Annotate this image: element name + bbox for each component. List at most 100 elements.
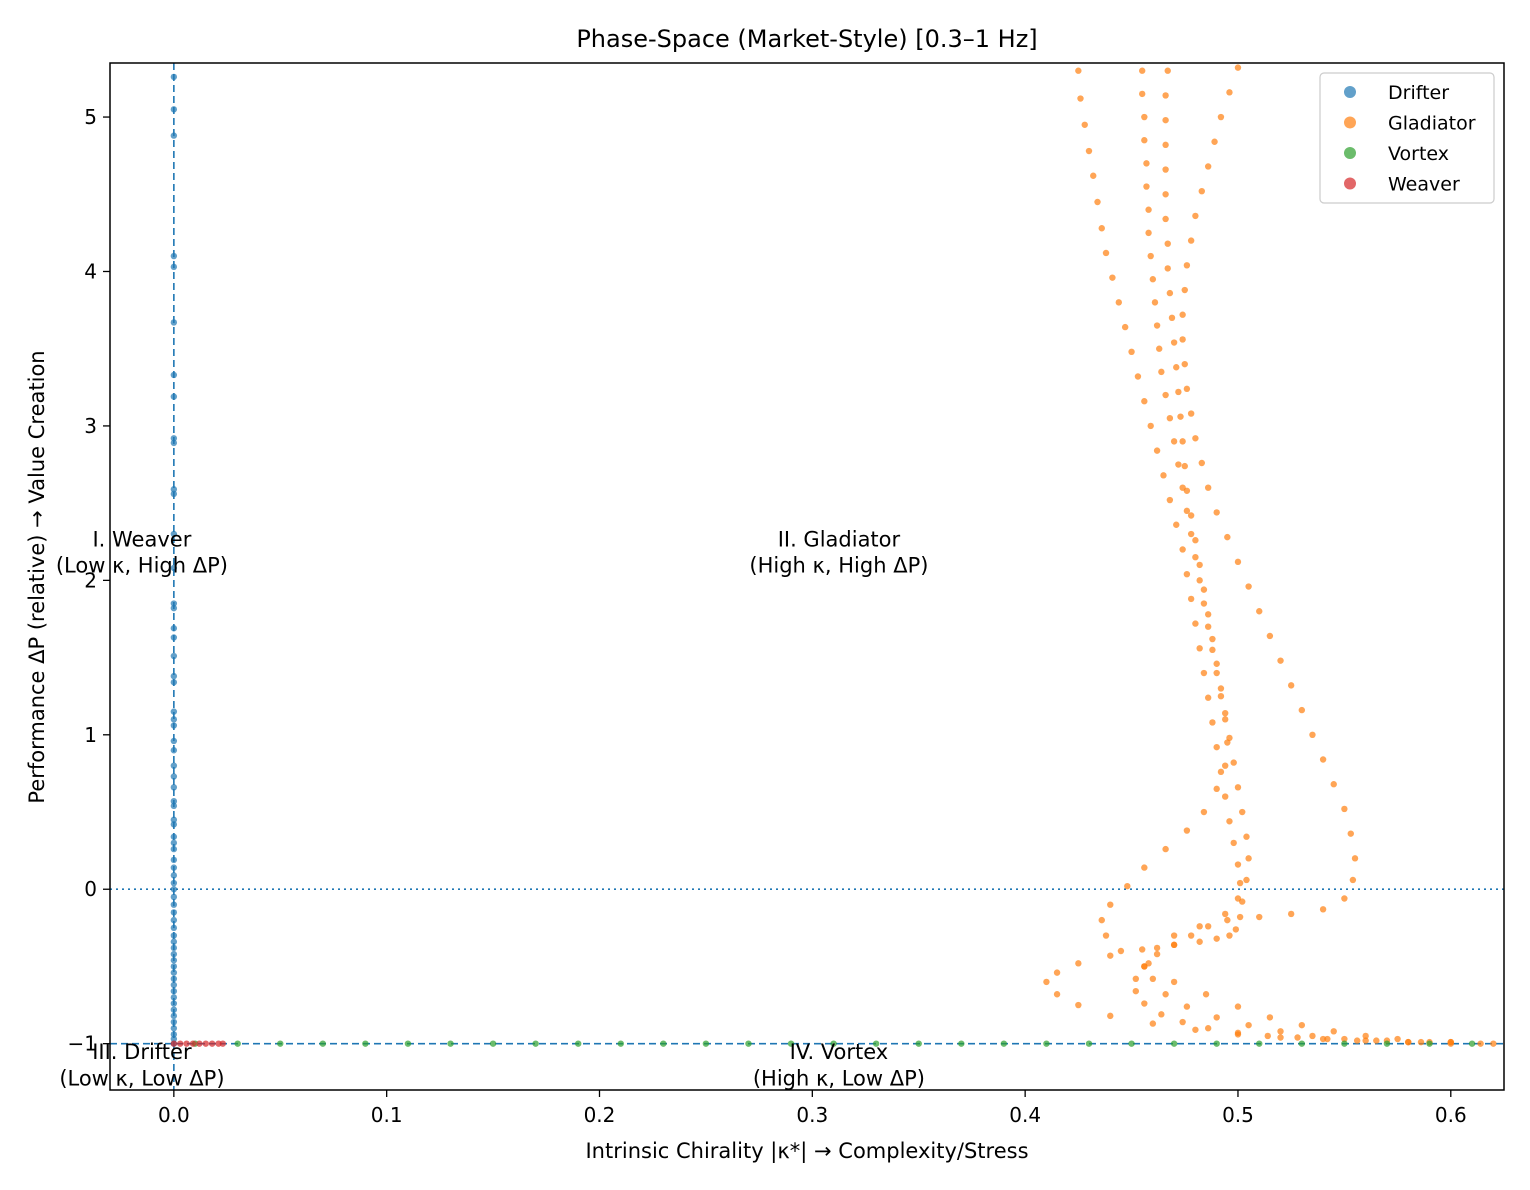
gladiator-point bbox=[1245, 855, 1252, 862]
drifter-point bbox=[170, 957, 178, 964]
y-tick-label: 5 bbox=[84, 105, 97, 129]
gladiator-point bbox=[1417, 1038, 1425, 1046]
gladiator-point bbox=[1236, 879, 1244, 887]
drifter-point bbox=[170, 833, 178, 840]
series-gladiator bbox=[1043, 64, 1497, 1047]
legend-label-weaver: Weaver bbox=[1388, 174, 1460, 196]
gladiator-point bbox=[1204, 163, 1212, 170]
gladiator-point bbox=[1143, 183, 1150, 190]
gladiator-point bbox=[1224, 533, 1231, 541]
gladiator-point bbox=[1164, 240, 1171, 247]
gladiator-point bbox=[1145, 206, 1152, 213]
gladiator-point bbox=[1234, 1029, 1242, 1037]
quadrant-label-gladiator: II. Gladiator (High κ, High ΔP) bbox=[749, 527, 928, 577]
vortex-point bbox=[1085, 1040, 1093, 1047]
y-tick-label: 2 bbox=[84, 568, 97, 592]
gladiator-point bbox=[1162, 116, 1169, 124]
series-weaver bbox=[170, 1040, 226, 1047]
gladiator-point bbox=[1145, 229, 1152, 237]
gladiator-point bbox=[1234, 861, 1242, 868]
drifter-point bbox=[170, 1006, 178, 1013]
drifter-point bbox=[170, 564, 178, 572]
weaver-point bbox=[202, 1040, 209, 1047]
gladiator-point bbox=[1124, 882, 1131, 890]
gladiator-point bbox=[1179, 336, 1186, 343]
gladiator-point bbox=[1277, 657, 1284, 664]
gladiator-point bbox=[1134, 373, 1142, 380]
drifter-point bbox=[170, 1031, 178, 1038]
gladiator-point bbox=[1162, 391, 1169, 399]
gladiator-point bbox=[1053, 969, 1061, 976]
gladiator-point bbox=[1145, 960, 1152, 967]
drifter-point bbox=[170, 845, 178, 853]
gladiator-point bbox=[1081, 121, 1088, 128]
gladiator-point bbox=[1213, 935, 1220, 942]
gladiator-point bbox=[1181, 360, 1188, 368]
gladiator-point bbox=[1222, 716, 1229, 723]
gladiator-point bbox=[1341, 1035, 1348, 1043]
gladiator-point bbox=[1204, 623, 1212, 630]
gladiator-point bbox=[1373, 1037, 1380, 1044]
gladiator-point bbox=[1164, 265, 1171, 272]
gladiator-point bbox=[1264, 1032, 1271, 1040]
gladiator-point bbox=[1222, 709, 1229, 717]
gladiator-point bbox=[1179, 311, 1186, 318]
gladiator-point bbox=[1107, 952, 1114, 959]
drifter-point bbox=[170, 371, 178, 379]
vortex-point bbox=[1256, 1040, 1263, 1047]
gladiator-point bbox=[1351, 855, 1359, 862]
gladiator-point bbox=[1490, 1040, 1497, 1047]
gladiator-point bbox=[1287, 910, 1295, 918]
gladiator-point bbox=[1173, 521, 1180, 528]
drifter-point bbox=[170, 798, 178, 805]
gladiator-point bbox=[1160, 472, 1167, 479]
gladiator-point bbox=[1147, 252, 1154, 260]
gladiator-point bbox=[1132, 975, 1140, 983]
gladiator-point bbox=[1200, 808, 1208, 816]
gladiator-point bbox=[1234, 784, 1242, 791]
gladiator-point bbox=[1179, 546, 1186, 553]
gladiator-point bbox=[1102, 932, 1110, 939]
gladiator-point bbox=[1196, 923, 1203, 930]
drifter-point bbox=[170, 530, 178, 538]
gladiator-point bbox=[1077, 95, 1084, 102]
gladiator-point bbox=[1330, 1028, 1337, 1035]
gladiator-point bbox=[1128, 348, 1135, 355]
drifter-point bbox=[170, 634, 178, 641]
gladiator-point bbox=[1175, 388, 1182, 396]
gladiator-point bbox=[1183, 487, 1191, 494]
gladiator-point bbox=[1217, 685, 1225, 692]
gladiator-point bbox=[1187, 410, 1195, 417]
weaver-point bbox=[189, 1040, 197, 1047]
drifter-point bbox=[170, 722, 178, 729]
drifter-point bbox=[170, 1025, 178, 1032]
gladiator-point bbox=[1170, 932, 1178, 939]
gladiator-point bbox=[1162, 92, 1169, 99]
drifter-point bbox=[170, 864, 178, 871]
drifter-point bbox=[170, 839, 178, 847]
legend-label-vortex: Vortex bbox=[1388, 143, 1449, 165]
weaver-point bbox=[208, 1040, 216, 1047]
gladiator-point bbox=[1236, 913, 1244, 921]
gladiator-point bbox=[1226, 818, 1233, 825]
gladiator-point bbox=[1192, 1026, 1199, 1033]
gladiator-point bbox=[1209, 719, 1216, 726]
gladiator-point bbox=[1162, 141, 1169, 149]
vortex-point bbox=[745, 1040, 752, 1047]
legend-marker-drifter bbox=[1344, 86, 1356, 98]
gladiator-point bbox=[1347, 830, 1354, 837]
vortex-point bbox=[447, 1040, 454, 1047]
gladiator-point bbox=[1232, 926, 1240, 933]
gladiator-point bbox=[1183, 385, 1191, 393]
gladiator-point bbox=[1102, 249, 1110, 257]
gladiator-point bbox=[1309, 731, 1316, 738]
vortex-point bbox=[872, 1040, 880, 1047]
y-tick-label: 1 bbox=[84, 723, 97, 747]
gladiator-point bbox=[1211, 138, 1218, 145]
drifter-point bbox=[170, 886, 178, 893]
gladiator-point bbox=[1294, 1034, 1301, 1041]
gladiator-point bbox=[1153, 322, 1161, 329]
gladiator-point bbox=[1234, 1003, 1242, 1010]
gladiator-point bbox=[1141, 137, 1148, 144]
